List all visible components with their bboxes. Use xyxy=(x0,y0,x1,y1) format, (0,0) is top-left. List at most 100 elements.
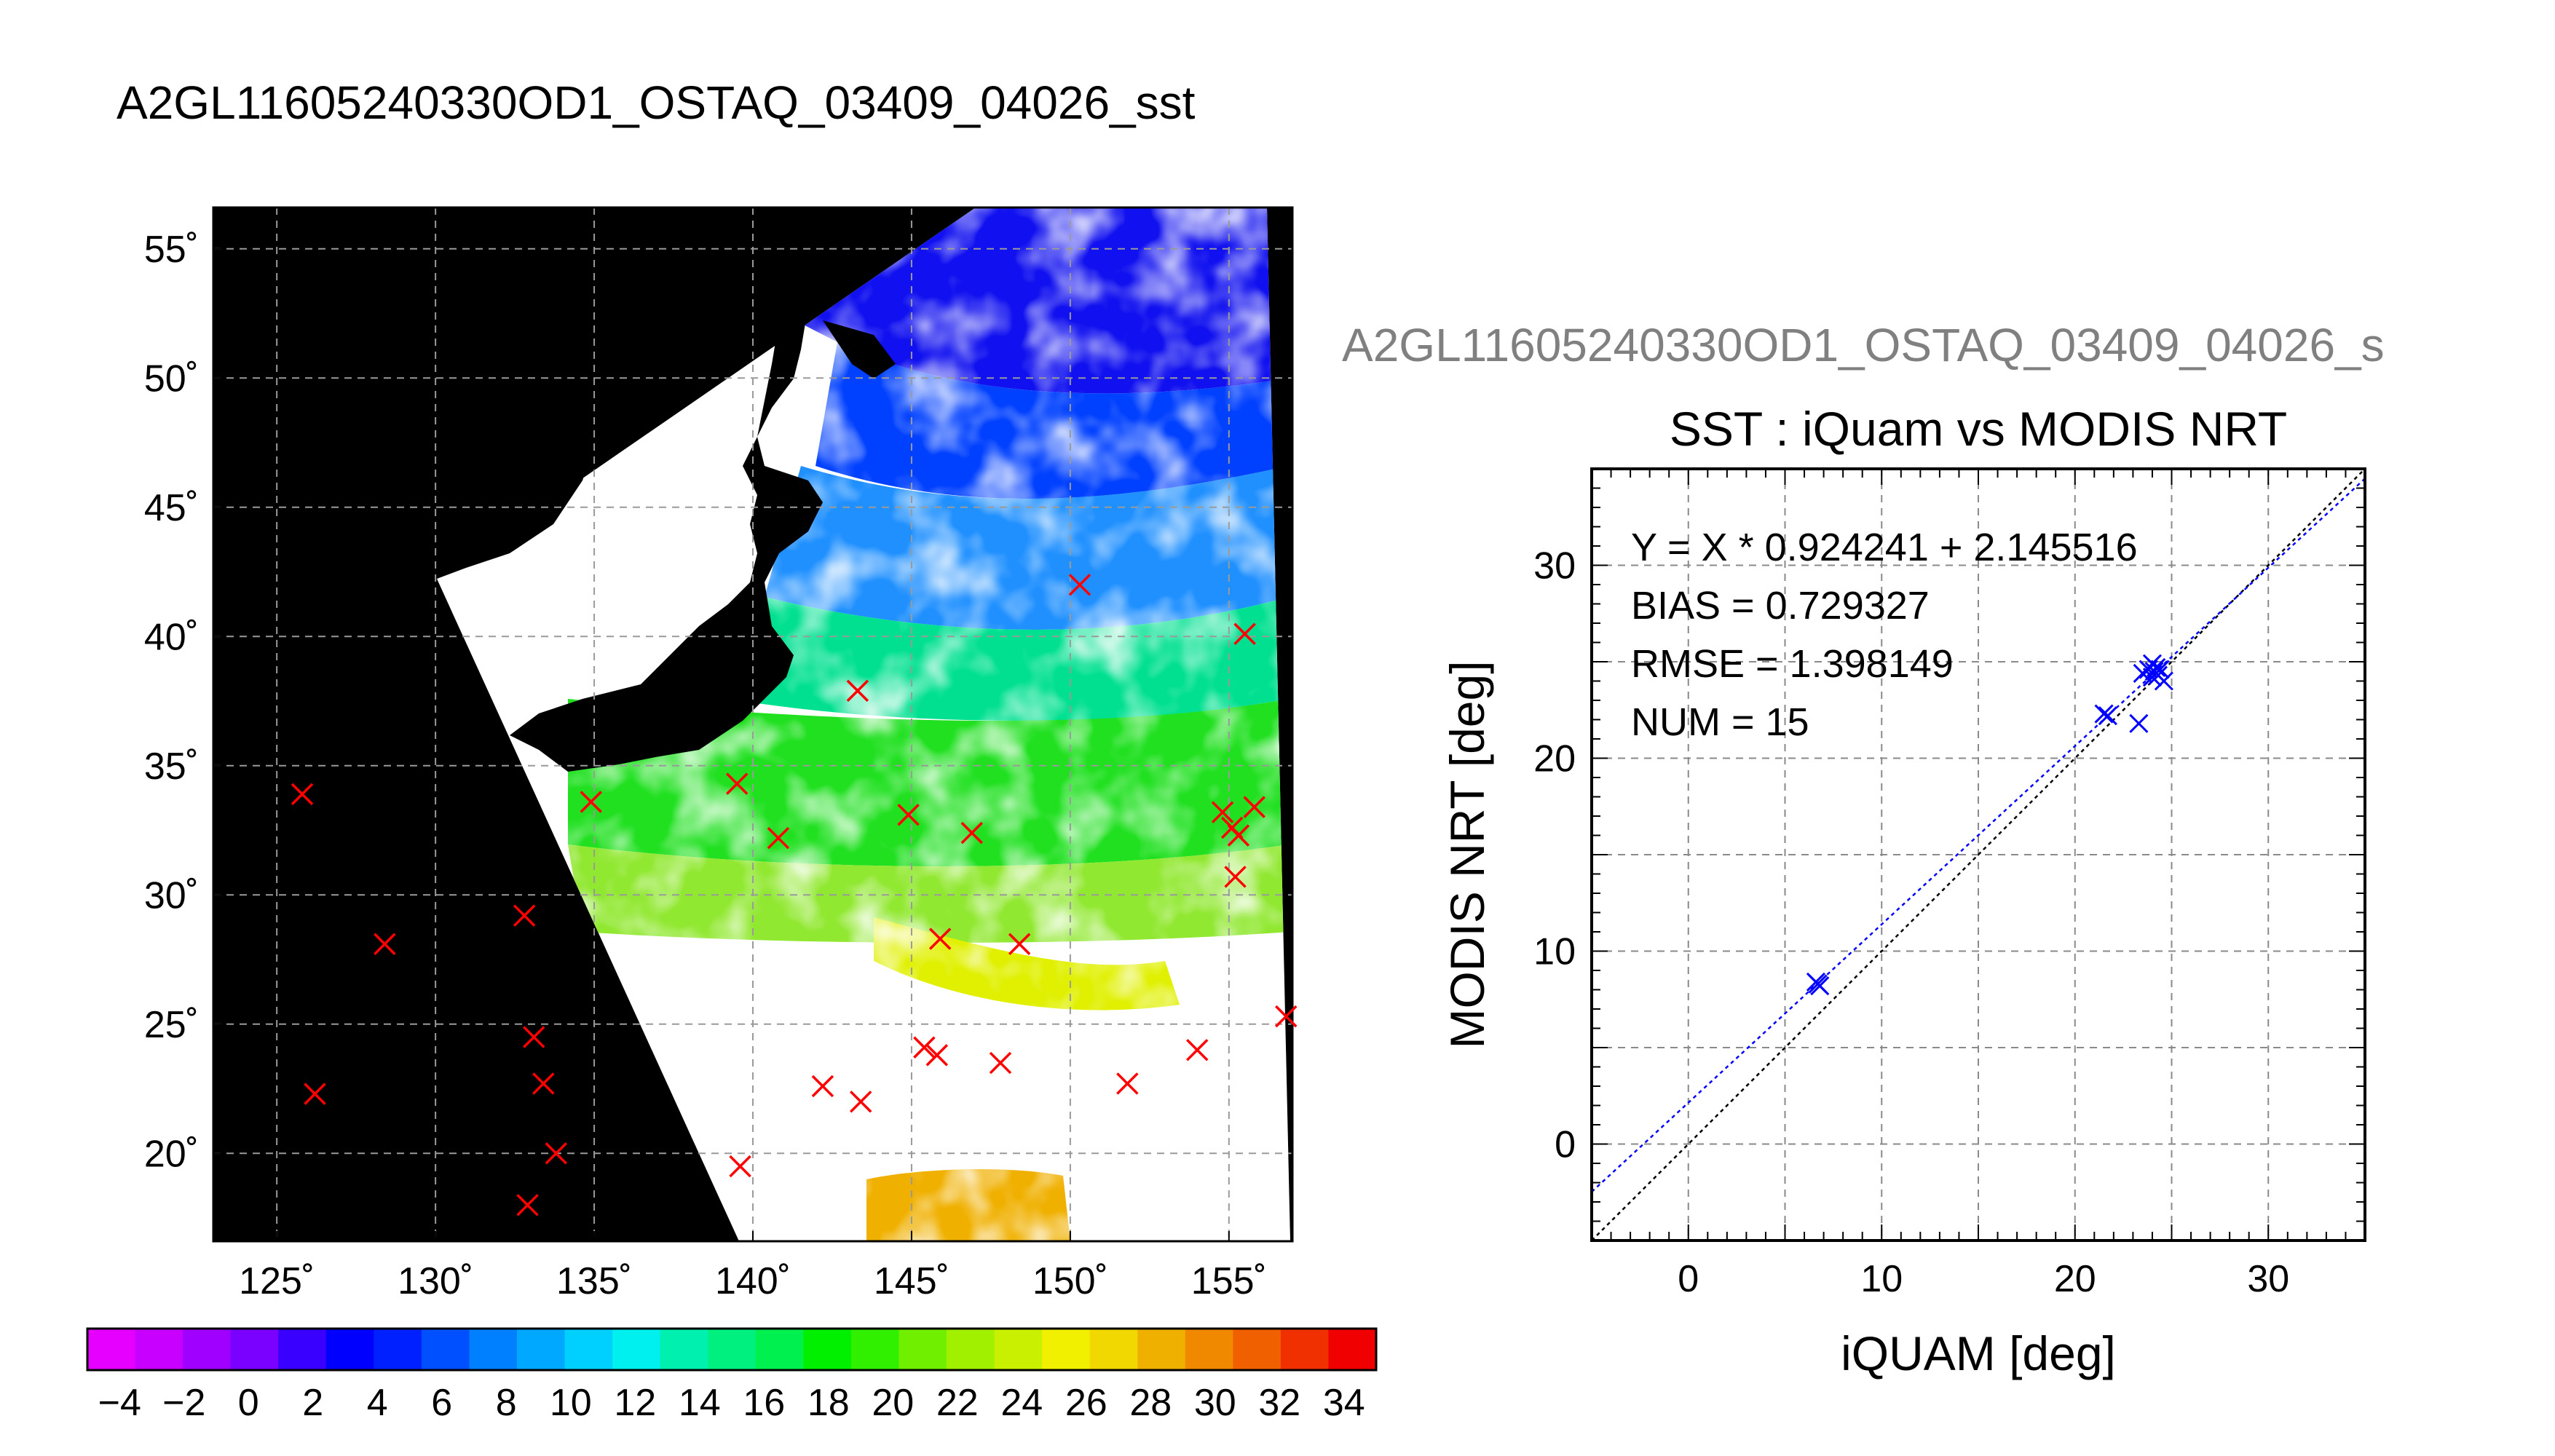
scatter-title: SST : iQuam vs MODIS NRT xyxy=(1670,402,2287,456)
scatter-y-ticks: 0 10 20 30 xyxy=(1533,545,1576,1166)
colorbar-cell xyxy=(850,1329,900,1370)
colorbar: −4 −2 0 2 4 6 8 10 12 14 16 18 20 22 24 26 28 30 32 34 xyxy=(86,1327,1378,1424)
scatter-point xyxy=(2142,668,2163,687)
scatter-point xyxy=(2147,657,2166,678)
colorbar-cell xyxy=(1328,1329,1377,1370)
colorbar-tick-label: 20 xyxy=(872,1382,914,1424)
map-grid xyxy=(213,207,1292,1241)
scatter-y-tick-label: 10 xyxy=(1533,931,1576,973)
colorbar-cell xyxy=(994,1329,1043,1370)
colorbar-tick-label: 30 xyxy=(1194,1382,1236,1424)
map-observation-marker xyxy=(1227,824,1250,847)
map-lon-tick-label: 150˚ xyxy=(1032,1260,1108,1302)
scatter-x-ticks: 0 10 20 30 xyxy=(1678,1258,2289,1300)
map-lon-tick-label: 125˚ xyxy=(239,1260,315,1302)
scatter-frame xyxy=(1590,467,2366,1242)
colorbar-cell xyxy=(230,1329,279,1370)
colorbar-tick-label: 26 xyxy=(1065,1382,1107,1424)
map-observation-marker xyxy=(532,1072,555,1095)
colorbar-tick-label: 22 xyxy=(936,1382,979,1424)
map-observation-marker xyxy=(960,821,983,844)
colorbar-cell xyxy=(803,1329,852,1370)
map-observation-marker xyxy=(729,1155,751,1178)
map-observation-marker xyxy=(1116,1072,1139,1095)
map-lat-tick-label: 50˚ xyxy=(144,357,199,400)
colorbar-frame xyxy=(86,1327,1378,1372)
colorbar-cell xyxy=(325,1329,374,1370)
map-observation-marker xyxy=(928,927,952,950)
colorbar-cell xyxy=(1185,1329,1233,1370)
colorbar-tick-label: −4 xyxy=(98,1382,141,1424)
colorbar-cell xyxy=(421,1329,470,1370)
map-lat-tick-label: 25˚ xyxy=(144,1004,199,1046)
colorbar-tick-label: 16 xyxy=(743,1382,785,1424)
scatter-x-tick-label: 10 xyxy=(1860,1258,1903,1300)
land-asia xyxy=(213,207,794,579)
scatter-point xyxy=(1806,972,1826,992)
colorbar-tick-label: 12 xyxy=(614,1382,656,1424)
colorbar-cell xyxy=(1233,1329,1282,1370)
stat-num: NUM = 15 xyxy=(1631,700,1809,744)
colorbar-tick-label: 4 xyxy=(367,1382,388,1424)
map-observation-marker xyxy=(846,679,869,703)
map-lat-tick-label: 30˚ xyxy=(144,874,199,917)
colorbar-cell xyxy=(517,1329,566,1370)
map-observation-marker xyxy=(897,804,920,826)
map-lat-tick-label: 35˚ xyxy=(144,745,199,788)
colorbar-tick-label: 10 xyxy=(550,1382,592,1424)
colorbar-cells xyxy=(87,1329,1377,1370)
colorbar-cell xyxy=(183,1329,232,1370)
scatter-x-tick-label: 20 xyxy=(2054,1258,2096,1300)
map-observation-marker xyxy=(545,1142,567,1165)
map-lon-tick-label: 140˚ xyxy=(715,1260,791,1302)
map-observation-marker xyxy=(304,1083,326,1105)
stats-box: Y = X * 0.924241 + 2.145516 BIAS = 0.729… xyxy=(1631,526,2138,744)
colorbar-cell xyxy=(660,1329,708,1370)
scatter-y-tick-label: 30 xyxy=(1533,545,1576,587)
scatter-x-label: iQUAM [deg] xyxy=(1841,1326,2116,1380)
colorbar-cell xyxy=(564,1329,613,1370)
land-islands xyxy=(823,320,896,379)
scatter-y-label: MODIS NRT [deg] xyxy=(1440,660,1494,1048)
map-observation-marker xyxy=(1185,1039,1209,1061)
colorbar-cell xyxy=(755,1329,804,1370)
map-observation-marker xyxy=(523,1026,545,1048)
scatter-y-tick-label: 0 xyxy=(1555,1124,1576,1166)
regression-line xyxy=(1592,478,2365,1193)
main-title: A2GL11605240330OD1_OSTAQ_03409_04026_sst xyxy=(117,76,1196,129)
stat-rmse: RMSE = 1.398149 xyxy=(1631,642,1954,686)
colorbar-cell xyxy=(1280,1329,1330,1370)
colorbar-cell xyxy=(374,1329,422,1370)
stat-bias: BIAS = 0.729327 xyxy=(1631,584,1930,628)
map-observation-marker xyxy=(725,772,749,795)
colorbar-cell xyxy=(1089,1329,1138,1370)
map-lon-tick-label: 135˚ xyxy=(556,1260,632,1302)
map-observation-marker xyxy=(1211,801,1234,823)
map-observation-marker xyxy=(1008,933,1031,955)
colorbar-tick-label: 0 xyxy=(238,1382,259,1424)
map-lon-ticks: 125˚ 130˚ 135˚ 140˚ 145˚ 150˚ 155˚ xyxy=(239,1231,1267,1302)
stat-regression-equation: Y = X * 0.924241 + 2.145516 xyxy=(1631,526,2138,569)
colorbar-tick-label: 34 xyxy=(1323,1382,1365,1424)
colorbar-cell xyxy=(469,1329,518,1370)
map-observation-marker xyxy=(513,904,536,927)
map-observation-marker xyxy=(1224,866,1247,888)
map-observation-marker xyxy=(1275,1005,1298,1028)
colorbar-cell xyxy=(1042,1329,1091,1370)
colorbar-cell xyxy=(278,1329,327,1370)
scatter-point xyxy=(2154,671,2173,691)
map-observation-marker xyxy=(1233,622,1256,645)
map-lat-tick-label: 40˚ xyxy=(144,616,199,658)
map-observation-marker xyxy=(291,783,314,806)
map-observation-marker xyxy=(767,826,790,850)
colorbar-tick-label: 18 xyxy=(807,1382,850,1424)
scatter-x-tick-label: 30 xyxy=(2247,1258,2289,1300)
map-lat-ticks: 55˚ 50˚ 45˚ 40˚ 35˚ 30˚ 25˚ 20˚ xyxy=(144,229,224,1175)
map-observation-marker xyxy=(580,791,602,813)
land-japan xyxy=(510,218,823,772)
scatter-y-tick-label: 20 xyxy=(1533,738,1576,780)
map-observation-marker xyxy=(1243,796,1265,818)
colorbar-tick-label: 14 xyxy=(679,1382,721,1424)
colorbar-tick-label: −2 xyxy=(162,1382,205,1424)
